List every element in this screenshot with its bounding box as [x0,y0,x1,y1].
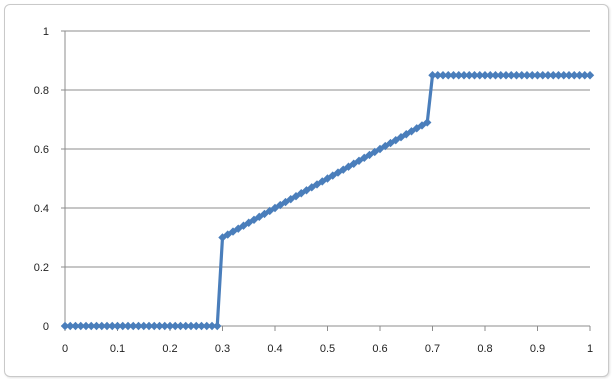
data-point-marker [92,321,101,331]
x-tick-label: 1 [587,343,593,355]
data-point-marker [87,321,96,331]
data-point-marker [165,321,175,331]
data-point-marker [349,159,358,168]
data-point-marker [559,71,568,80]
data-point-marker [81,321,91,331]
data-point-marker [71,321,80,331]
data-point-marker [186,321,196,331]
y-tick-label: 0.2 [34,262,49,274]
data-point-marker [197,321,206,331]
data-point-marker [480,71,490,80]
data-point-marker [543,71,553,80]
data-point-marker [207,321,217,331]
data-point-marker [412,124,421,133]
x-tick-label: 0.7 [425,343,440,355]
x-tick-label: 0.1 [110,343,125,355]
data-point-marker [270,203,280,213]
data-point-marker [486,71,495,80]
y-tick-labels: 0 0.2 0.4 0.6 0.8 1 [34,26,49,333]
data-point-marker [76,321,85,331]
y-tick-label: 1 [43,26,49,38]
data-point-marker [512,71,521,80]
data-point-marker [160,321,169,331]
data-point-marker [459,71,469,80]
data-point-marker [549,71,558,80]
data-point-marker [66,321,75,331]
data-point-marker [144,321,154,331]
data-point-marker [522,71,532,80]
data-point-marker [407,127,416,136]
data-point-marker [97,321,106,331]
data-point-marker [423,118,432,127]
data-point-marker [533,71,542,80]
data-point-marker [575,71,584,80]
data-point-marker [218,233,227,242]
y-tick-label: 0.8 [34,85,49,97]
data-point-marker [155,321,164,331]
data-point-marker [517,71,526,80]
data-point-marker [491,71,500,80]
data-point-marker [139,321,148,331]
data-point-marker [449,71,458,80]
data-point-marker [181,321,190,331]
x-tick-label: 0 [62,343,68,355]
data-point-marker [501,71,511,80]
y-tick-label: 0 [43,321,49,333]
data-point-marker [375,144,385,154]
series-layer [60,71,595,331]
y-tick-label: 0.4 [34,203,49,215]
x-tick-label: 0.8 [477,343,492,355]
data-point-marker [402,130,411,139]
data-point-marker [102,321,112,331]
data-point-marker [564,71,574,80]
y-tick-label: 0.6 [34,144,49,156]
x-tick-labels: 0 0.1 0.2 0.3 0.4 0.5 0.6 0.7 0.8 0.9 1 [62,343,593,355]
data-point-marker [150,321,159,331]
data-point-marker [465,71,474,80]
data-point-marker [202,321,211,331]
gridlines [65,30,590,268]
data-point-marker [108,321,117,331]
x-tick-label: 0.5 [320,343,335,355]
x-tick-label: 0.3 [215,343,230,355]
data-point-marker [134,321,143,331]
data-point-marker [228,227,238,236]
data-point-marker [176,321,185,331]
data-point-marker [428,71,437,80]
data-point-marker [60,321,70,331]
data-point-marker [496,71,505,80]
data-point-marker [470,71,479,80]
data-point-marker [297,189,306,198]
data-point-marker [213,321,222,331]
x-tick-label: 0.6 [372,343,387,355]
data-point-marker [507,71,516,80]
data-point-marker [475,71,484,80]
data-point-marker [192,321,201,331]
data-point-marker [444,71,453,80]
data-point-marker [580,71,589,80]
data-point-marker [323,174,332,183]
series-line [65,73,590,328]
data-point-marker [554,71,563,80]
data-point-marker [123,321,133,331]
data-point-marker [585,71,595,80]
data-point-marker [129,321,138,331]
data-point-marker [113,321,122,331]
x-tick-label: 0.2 [162,343,177,355]
data-point-marker [118,321,127,331]
data-point-marker [454,71,463,80]
data-point-marker [570,71,579,80]
data-point-marker [438,71,448,80]
data-point-marker [538,71,547,80]
x-tick-label: 0.9 [530,343,545,355]
data-point-marker [171,321,180,331]
data-point-marker [528,71,537,80]
data-point-marker [433,71,442,80]
x-tick-label: 0.4 [267,343,282,355]
data-point-marker [244,218,253,227]
